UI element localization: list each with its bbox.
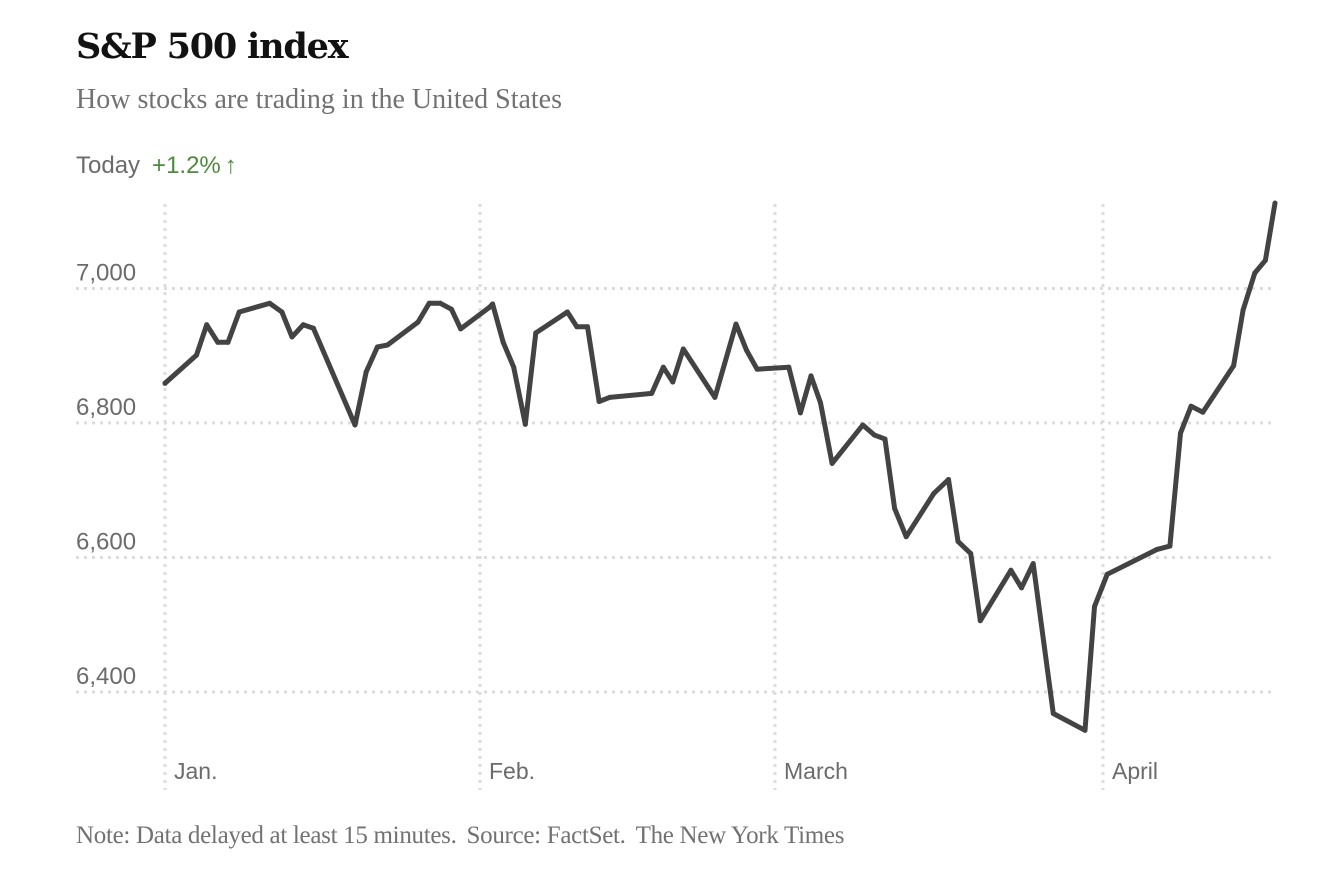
data-point: [533, 330, 539, 336]
data-point: [1154, 546, 1160, 552]
data-point: [955, 538, 961, 544]
data-point: [786, 364, 792, 370]
data-point: [374, 344, 380, 350]
data-point: [458, 326, 464, 332]
y-tick-label: 7,000: [76, 260, 136, 287]
data-point: [279, 309, 285, 315]
x-tick-label: Jan.: [174, 758, 217, 784]
data-point: [1252, 270, 1258, 276]
data-point: [585, 324, 590, 330]
data-point: [363, 369, 369, 375]
x-tick-label: Feb.: [489, 758, 535, 784]
data-point: [1240, 307, 1246, 313]
data-point: [649, 390, 655, 396]
data-point: [490, 301, 496, 307]
data-point: [215, 339, 221, 345]
today-change-value: +1.2%: [152, 152, 221, 179]
x-tick-label: April: [1112, 758, 1158, 784]
data-point: [797, 410, 803, 416]
data-point: [744, 347, 750, 353]
data-point: [808, 373, 814, 379]
chart-title: S&P 500 index: [76, 26, 349, 67]
data-point: [415, 319, 421, 325]
footer-note: Note: Data delayed at least 15 minutes. S…: [76, 822, 854, 850]
arrow-up-icon: ↑: [224, 152, 237, 179]
data-point: [1231, 363, 1237, 369]
y-tick-label: 6,800: [76, 394, 136, 421]
data-point: [1092, 604, 1097, 610]
data-point: [449, 306, 454, 312]
data-point: [596, 399, 602, 404]
data-point: [1030, 561, 1036, 567]
data-point: [1262, 257, 1268, 263]
data-point: [1272, 200, 1278, 206]
today-label: Today: [76, 152, 141, 179]
data-point: [564, 309, 570, 315]
x-gridlines: [163, 204, 1105, 790]
data-point: [500, 339, 506, 345]
chart-subtitle: How stocks are trading in the United Sta…: [76, 84, 563, 115]
x-axis-ticks: Jan. Feb. March April: [174, 758, 1158, 784]
data-point: [670, 379, 676, 385]
y-tick-label: 6,400: [76, 663, 136, 690]
data-point: [977, 618, 983, 624]
data-point: [310, 325, 316, 331]
y-axis-ticks: 7,000 6,800 6,600 6,400: [76, 260, 136, 691]
series-points: [162, 200, 1278, 733]
data-point: [1019, 585, 1024, 591]
data-point: [487, 304, 492, 310]
data-point: [1188, 403, 1194, 409]
data-point: [733, 321, 739, 327]
data-point: [860, 422, 866, 428]
data-point: [300, 322, 306, 328]
data-point: [818, 400, 823, 406]
data-point: [1050, 711, 1056, 716]
today-change-row: Today +1.2% ↑: [76, 152, 237, 180]
data-point: [712, 394, 718, 400]
data-point: [680, 346, 686, 352]
data-point: [660, 364, 666, 370]
data-point: [1082, 727, 1088, 733]
data-point: [607, 394, 613, 400]
data-point: [931, 491, 937, 497]
series-line-sp500: [162, 200, 1278, 733]
data-point: [162, 380, 168, 386]
data-point: [892, 505, 898, 511]
data-point: [1178, 430, 1183, 436]
data-point: [522, 421, 528, 427]
data-point: [437, 300, 443, 306]
delay-note: Note: Data delayed at least 15 minutes.: [76, 822, 457, 849]
data-point: [754, 366, 760, 372]
data-point: [1104, 571, 1110, 577]
data-point: [903, 534, 909, 540]
data-point: [946, 477, 951, 482]
data-point: [289, 334, 295, 340]
data-point: [352, 422, 358, 428]
data-point: [1008, 567, 1014, 573]
data-point: [829, 460, 835, 466]
x-tick-label: March: [784, 758, 848, 784]
data-point: [267, 300, 273, 306]
y-tick-label: 6,600: [76, 529, 136, 556]
data-point: [225, 339, 231, 345]
data-point: [236, 309, 242, 315]
credit-note: The New York Times: [635, 822, 845, 849]
data-point: [574, 324, 580, 330]
data-point: [1167, 543, 1173, 549]
data-point: [1200, 409, 1206, 415]
data-point: [882, 436, 888, 442]
data-point: [426, 300, 432, 306]
data-point: [194, 352, 199, 358]
data-point: [872, 432, 877, 438]
data-point: [204, 322, 210, 328]
source-note: Source: FactSet.: [466, 822, 626, 849]
data-point: [511, 364, 517, 370]
data-point: [968, 551, 974, 556]
data-point: [385, 342, 390, 348]
